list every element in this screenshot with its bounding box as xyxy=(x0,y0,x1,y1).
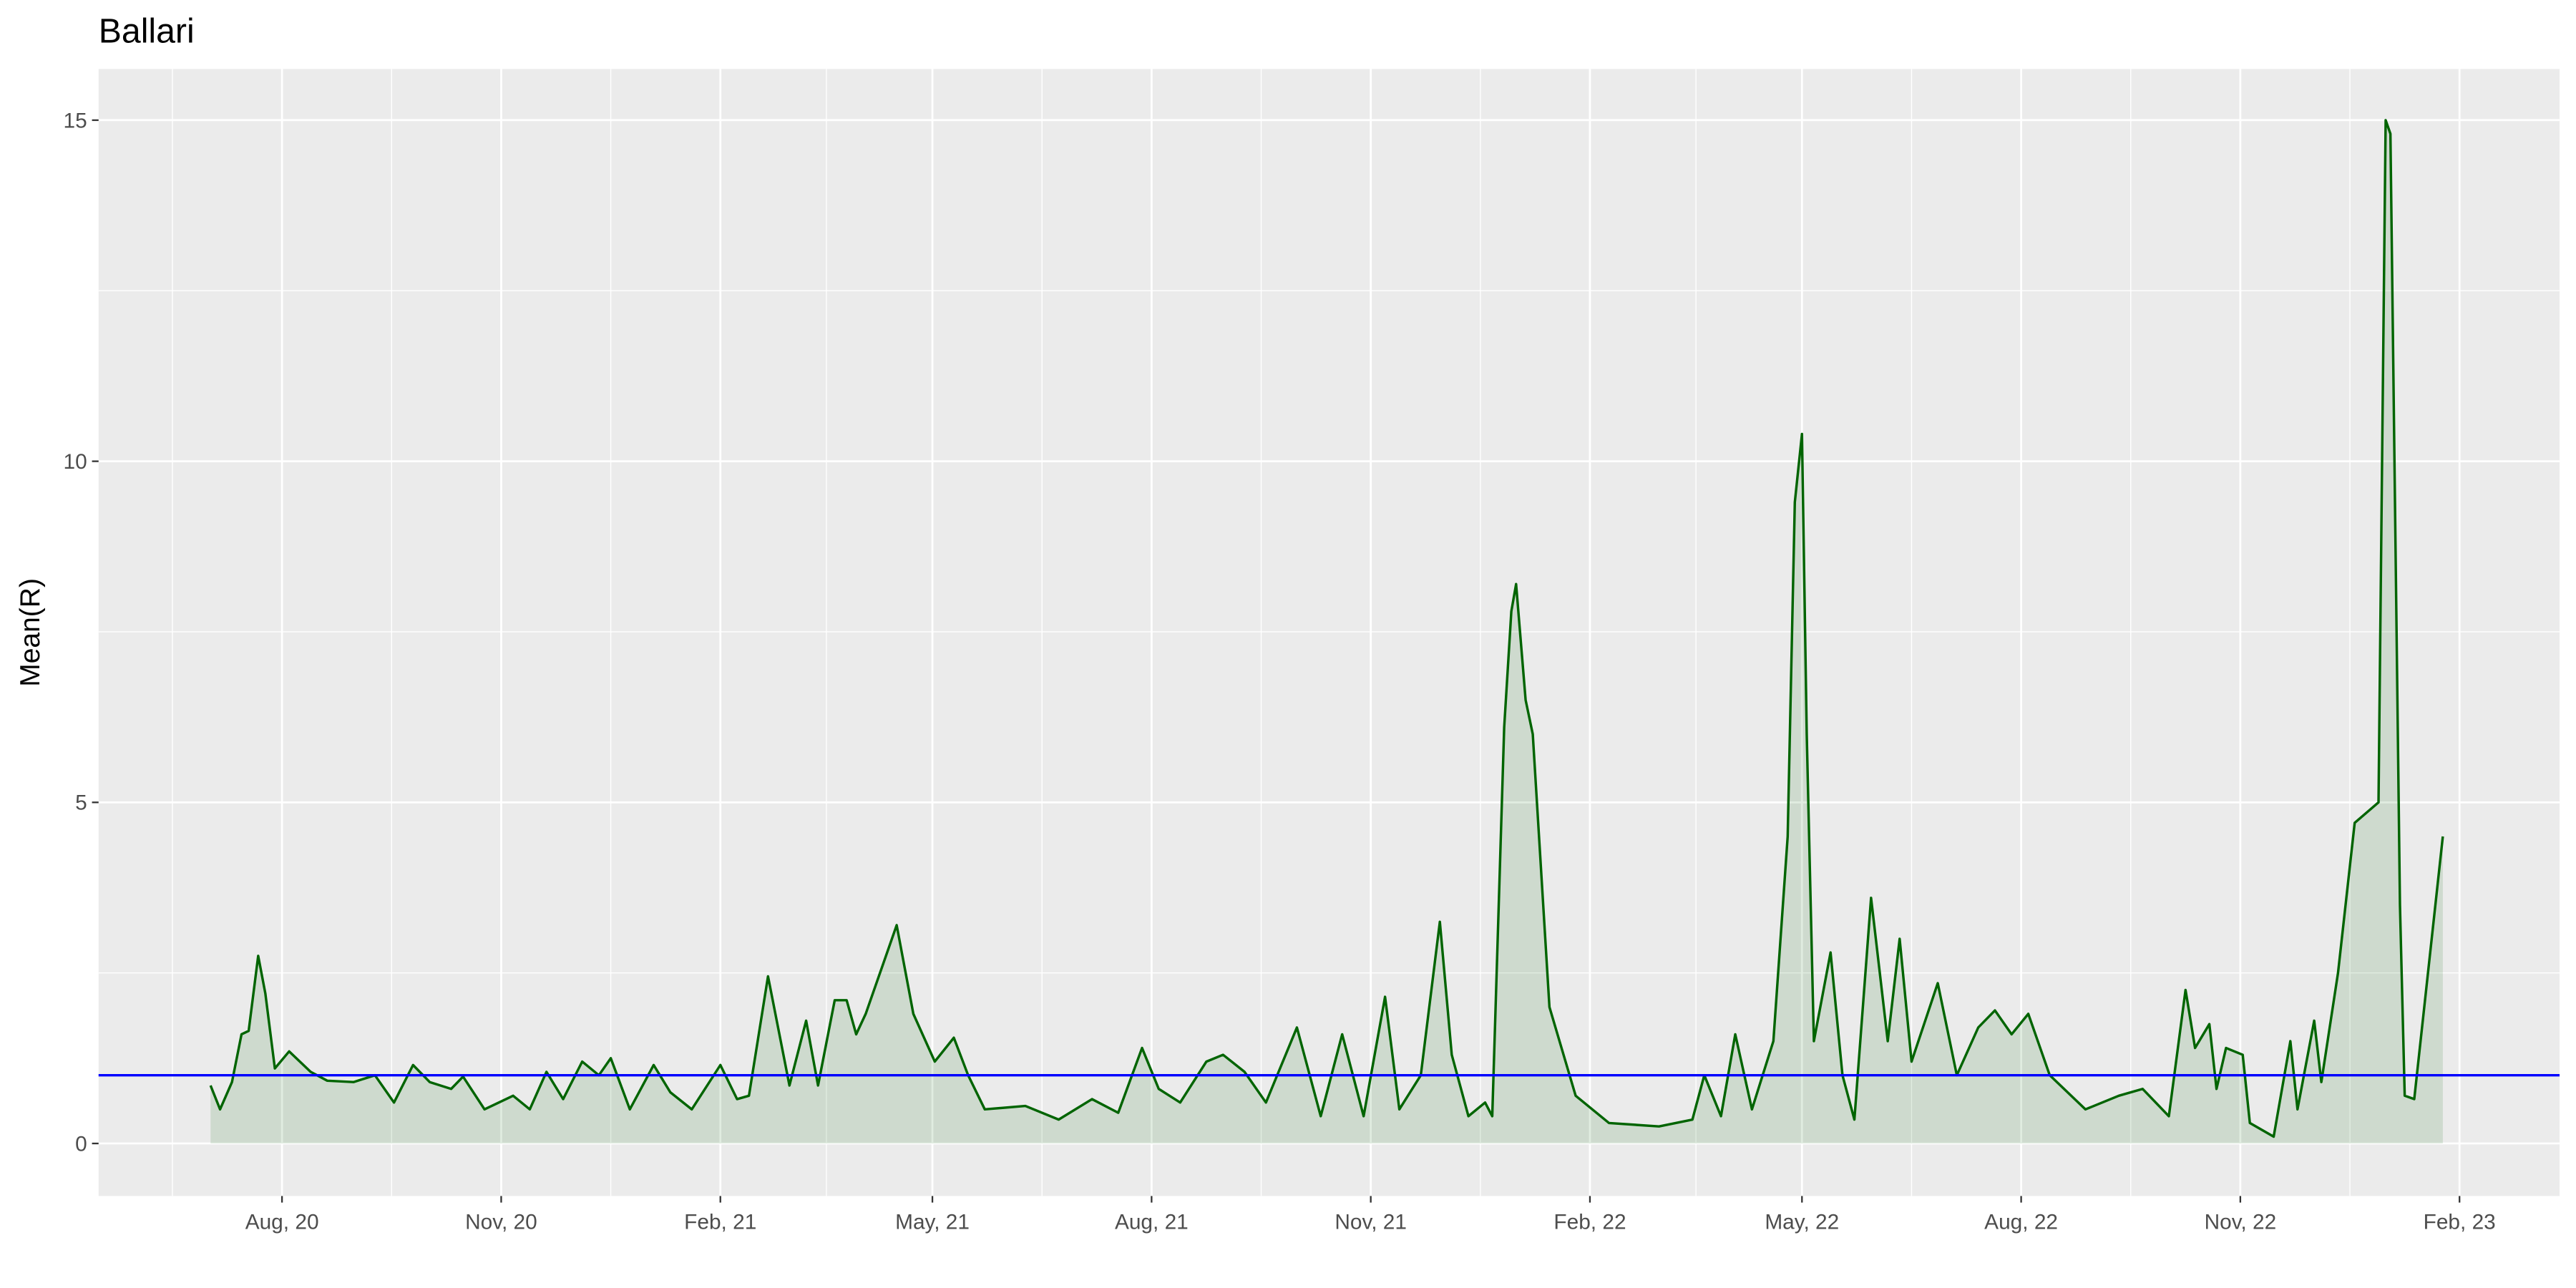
y-tick-label: 10 xyxy=(63,450,87,474)
x-tick-label: Nov, 22 xyxy=(2205,1210,2277,1234)
line xyxy=(209,119,2444,1138)
plot-panel xyxy=(98,69,2560,1196)
x-tick-label: Nov, 20 xyxy=(465,1210,537,1234)
x-tick-label: May, 21 xyxy=(895,1210,970,1234)
y-tick-label: 15 xyxy=(63,109,87,132)
x-tick-label: Aug, 20 xyxy=(245,1210,319,1234)
y-axis-title: Mean(R) xyxy=(15,578,46,687)
x-tick-label: Feb, 23 xyxy=(2424,1210,2496,1234)
x-tick-label: Feb, 22 xyxy=(1553,1210,1626,1234)
y-tick-label: 5 xyxy=(75,791,87,815)
x-tick-label: May, 22 xyxy=(1765,1210,1839,1234)
x-tick-label: Aug, 22 xyxy=(1984,1210,2058,1234)
x-tick-label: Nov, 21 xyxy=(1335,1210,1407,1234)
chart-title: Ballari xyxy=(99,12,195,51)
y-tick-label: 0 xyxy=(75,1132,87,1156)
x-tick-label: Aug, 21 xyxy=(1115,1210,1189,1234)
x-tick-label: Feb, 21 xyxy=(684,1210,756,1234)
